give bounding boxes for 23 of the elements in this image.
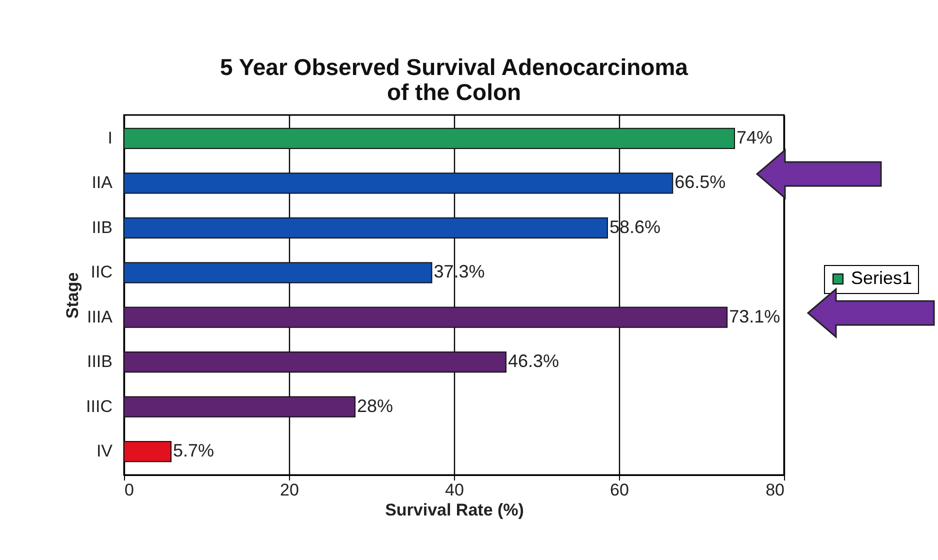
- legend-label: Series1: [851, 268, 912, 288]
- data-label: 28%: [357, 396, 394, 416]
- chart-title: 5 Year Observed Survival Adenocarcinoma of the Colon: [220, 54, 688, 105]
- y-tick-label: IIIC: [86, 396, 112, 416]
- x-tick-label: 60: [610, 480, 629, 500]
- data-label: 5.7%: [173, 440, 214, 461]
- y-tick-label: IIIA: [86, 307, 114, 326]
- x-tick-label: 20: [280, 480, 299, 500]
- y-tick-label: I: [108, 128, 112, 148]
- x-axis-title: Survival Rate (%): [385, 500, 524, 520]
- x-tick-label: 40: [445, 480, 464, 500]
- x-tick-label: 0: [124, 480, 134, 500]
- y-tick-label: IIA: [92, 173, 114, 192]
- y-tick-label: IIB: [92, 218, 112, 237]
- y-tick-label: IIC: [90, 262, 112, 282]
- data-label: 73.1%: [729, 306, 780, 326]
- y-axis-title: Stage: [63, 272, 82, 319]
- data-label: 66.5%: [674, 172, 726, 192]
- data-label: 74%: [736, 127, 773, 148]
- y-tick-label: IIIB: [86, 352, 112, 372]
- y-tick-label: IV: [96, 442, 114, 461]
- data-label: 46.3%: [508, 351, 560, 372]
- x-tick-label: 80: [766, 480, 784, 500]
